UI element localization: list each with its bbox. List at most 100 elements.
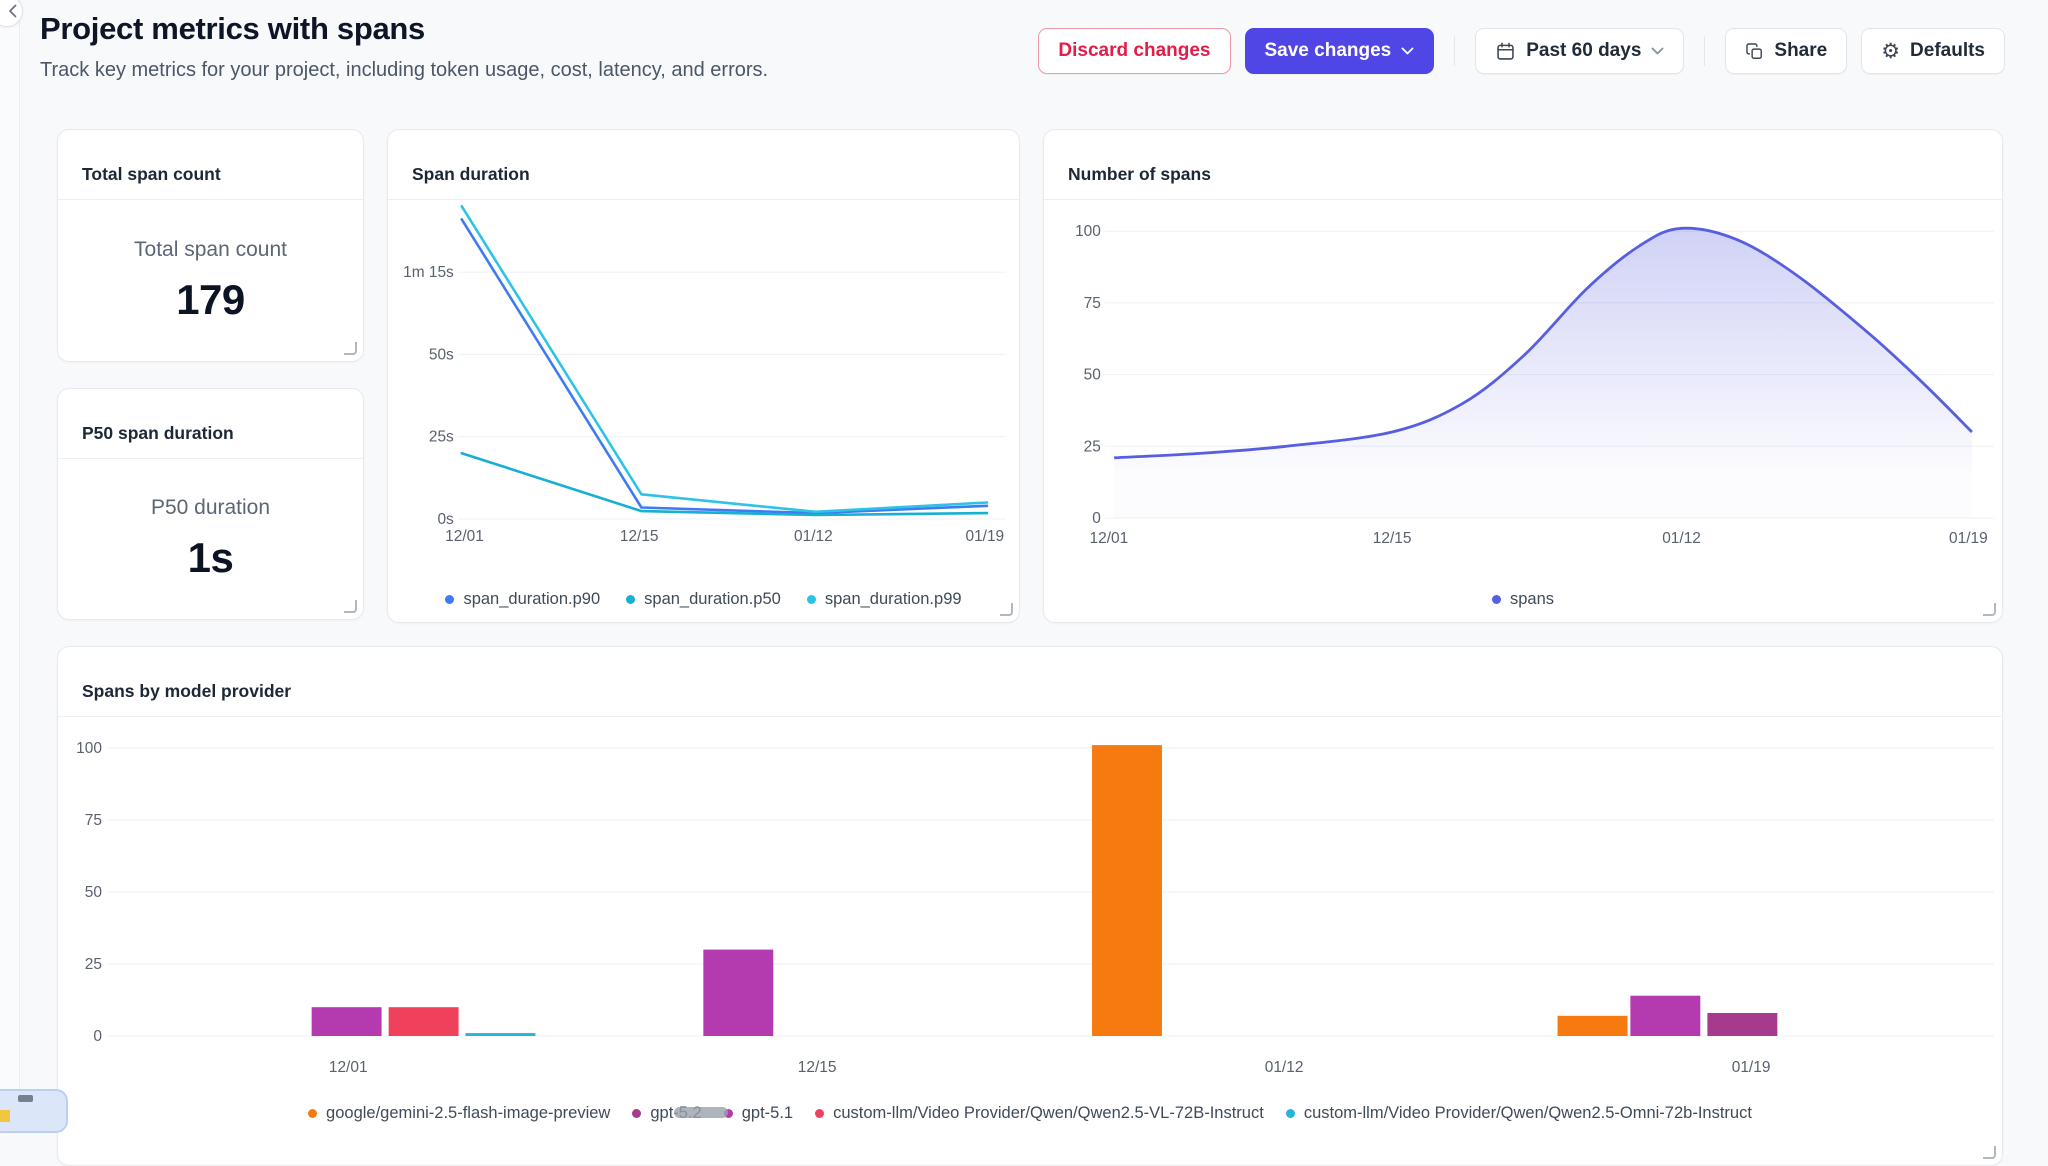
card-title: Total span count <box>58 130 363 200</box>
x-axis-tick-label: 01/19 <box>1732 1059 1771 1076</box>
bar[interactable] <box>1707 1013 1778 1036</box>
kpi-label: P50 duration <box>150 496 271 519</box>
spans-by-provider-chart[interactable]: 0 25 50 75 100 12/01 12/15 01/12 01/19 <box>58 717 2002 1091</box>
legend-item[interactable]: custom-llm/Video Provider/Qwen/Qwen2.5-O… <box>1285 1103 1752 1123</box>
card-p50-span-duration: P50 span duration P50 duration 1s <box>57 388 364 620</box>
legend-item[interactable]: span_duration.p90 <box>445 590 600 609</box>
share-button[interactable]: Share <box>1725 28 1848 74</box>
page-title: Project metrics with spans <box>40 11 425 46</box>
legend-label: span_duration.p99 <box>824 589 962 608</box>
legend-dot-icon <box>723 1108 733 1118</box>
legend-item[interactable]: gpt-5.1 <box>723 1104 793 1123</box>
x-axis-tick-label: 01/19 <box>965 528 1004 545</box>
legend-dot-icon <box>1491 594 1501 604</box>
x-axis-tick-label: 12/01 <box>329 1059 368 1076</box>
resize-handle[interactable] <box>344 342 357 355</box>
area-fill <box>1114 228 1972 518</box>
y-axis-tick-label: 100 <box>76 740 102 757</box>
header-actions: Discard changes Save changes Past 60 day… <box>1038 28 2005 74</box>
divider <box>1454 36 1456 66</box>
legend-dot-icon <box>445 594 455 604</box>
card-title: Number of spans <box>1044 130 2002 200</box>
card-title: Spans by model provider <box>58 647 2002 717</box>
x-axis-tick-label: 12/01 <box>1090 530 1129 547</box>
x-axis-tick-label: 01/12 <box>794 528 833 545</box>
legend-item[interactable]: custom-llm/Video Provider/Qwen/Qwen2.5-V… <box>815 1104 1264 1123</box>
card-span-duration-chart: Span duration 0s 25s 50s 1m 15s 12/01 12/15 01… <box>387 129 1020 623</box>
divider <box>1704 36 1706 66</box>
card-title: P50 span duration <box>58 389 363 459</box>
kpi-body: Total span count 179 <box>58 200 363 361</box>
legend-item[interactable]: google/gemini-2.5-flash-image-preview <box>308 1104 610 1123</box>
bar[interactable] <box>388 1007 459 1036</box>
resize-handle[interactable] <box>1983 1146 1996 1159</box>
corner-tooltip <box>0 1089 68 1133</box>
defaults-button[interactable]: ⚙ Defaults <box>1861 28 2005 74</box>
legend-label: custom-llm/Video Provider/Qwen/Qwen2.5-V… <box>833 1103 1264 1122</box>
x-axis-tick-label: 01/12 <box>1662 530 1701 547</box>
corner-yellow-fragment <box>0 1110 10 1122</box>
legend-label: google/gemini-2.5-flash-image-preview <box>326 1103 611 1122</box>
legend-label: spans <box>1509 589 1555 608</box>
series-line <box>460 205 989 514</box>
card-number-of-spans: Number of spans 0 25 50 75 100 12/01 12/15 01/1… <box>1043 129 2003 623</box>
chevron-left-icon <box>8 4 16 18</box>
series-line <box>460 218 989 515</box>
y-axis-tick-label: 0s <box>437 511 454 528</box>
span-duration-chart[interactable]: 0s 25s 50s 1m 15s 12/01 12/15 01/12 01/19 <box>388 200 1019 574</box>
resize-handle[interactable] <box>1983 603 1996 616</box>
x-axis-tick-label: 01/12 <box>1265 1059 1304 1076</box>
chevron-down-icon <box>1401 47 1414 55</box>
kpi-label: Total span count <box>134 237 287 261</box>
bar[interactable] <box>465 1033 536 1036</box>
y-axis-tick-label: 25s <box>429 429 454 446</box>
date-range-button[interactable]: Past 60 days <box>1475 28 1685 74</box>
span-duration-legend: span_duration.p90 span_duration.p50 span_d… <box>388 574 1019 624</box>
resize-handle[interactable] <box>344 600 357 613</box>
y-axis-tick-label: 100 <box>1075 223 1101 240</box>
gear-icon: ⚙ <box>1881 38 1901 63</box>
bar[interactable] <box>1092 745 1162 1036</box>
legend-dot-icon <box>1285 1108 1295 1118</box>
legend-dot-icon <box>632 1108 642 1118</box>
bar[interactable] <box>1630 995 1701 1036</box>
horizontal-scrollbar-thumb[interactable] <box>674 1107 728 1118</box>
legend-item[interactable]: span_duration.p99 <box>806 589 962 609</box>
spans-legend: spans <box>1044 574 2002 624</box>
y-axis-tick-label: 50 <box>85 884 102 901</box>
x-axis-tick-label: 12/15 <box>620 528 659 545</box>
number-of-spans-chart[interactable]: 0 25 50 75 100 12/01 12/15 01/12 01/19 <box>1044 200 2002 574</box>
series-line <box>1114 226 1973 460</box>
y-axis-tick-label: 25 <box>1084 438 1101 455</box>
card-spans-by-model-provider: Spans by model provider 0 25 50 75 100 12/01 1… <box>57 646 2003 1166</box>
legend-label: custom-llm/Video Provider/Qwen/Qwen2.5-O… <box>1303 1103 1752 1122</box>
discard-changes-button[interactable]: Discard changes <box>1038 28 1231 74</box>
copy-share-icon <box>1746 42 1763 59</box>
card-title: Span duration <box>388 130 1019 200</box>
legend-label: span_duration.p50 <box>644 589 781 608</box>
legend-item[interactable]: span_duration.p50 <box>626 590 781 609</box>
page-header: Project metrics with spans Track key met… <box>40 10 2005 82</box>
legend-dot-icon <box>806 594 816 604</box>
save-changes-button[interactable]: Save changes <box>1244 28 1435 74</box>
y-axis-tick-label: 0 <box>93 1028 102 1045</box>
y-axis-tick-label: 50 <box>1084 367 1101 384</box>
page-subtitle: Track key metrics for your project, incl… <box>40 58 769 81</box>
legend-item[interactable]: spans <box>1491 589 1555 609</box>
x-axis-tick-label: 12/15 <box>1373 530 1412 547</box>
x-axis-tick-label: 12/15 <box>798 1059 837 1076</box>
bar[interactable] <box>1557 1015 1628 1036</box>
y-axis-tick-label: 75 <box>85 812 102 829</box>
bar[interactable] <box>703 949 774 1036</box>
x-axis-tick-label: 01/19 <box>1949 530 1988 547</box>
chevron-down-icon <box>1651 47 1664 55</box>
y-axis-tick-label: 1m 15s <box>403 264 454 281</box>
legend-dot-icon <box>626 594 636 604</box>
kpi-value: 1s <box>187 534 234 581</box>
x-axis-tick-label: 12/01 <box>445 528 484 545</box>
card-total-span-count: Total span count Total span count 179 <box>57 129 364 362</box>
resize-handle[interactable] <box>1000 603 1013 616</box>
legend-dot-icon <box>815 1108 825 1118</box>
kpi-body: P50 duration 1s <box>58 459 363 619</box>
bar[interactable] <box>311 1007 382 1036</box>
